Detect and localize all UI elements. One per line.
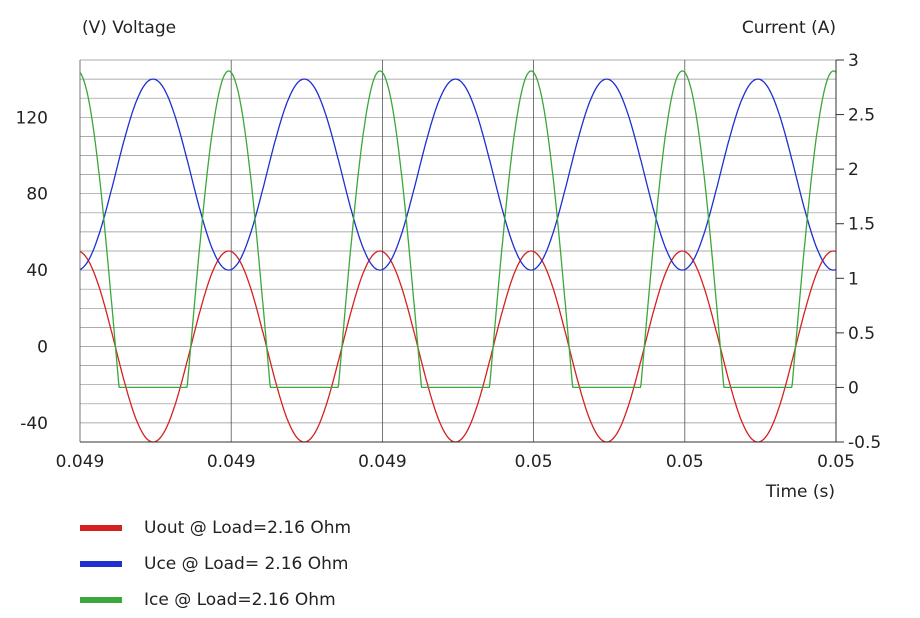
legend-swatch-uce: [80, 561, 122, 567]
y-left-tick-label: -40: [20, 414, 48, 434]
x-tick-label: 0.05: [666, 452, 704, 472]
y-left-tick-label: 120: [16, 108, 48, 128]
x-tick-label: 0.05: [515, 452, 553, 472]
x-tick-label: 0.049: [358, 452, 407, 472]
tick-labels: -40 0 40 80 120 -0.5 0 0.5 1 1.5 2 2.5 3 0.049 0.049 0.…: [16, 51, 882, 472]
series-line-2: [79, 70, 837, 389]
y-right-tick-label: -0.5: [848, 433, 881, 453]
x-tick-label: 0.05: [817, 452, 855, 472]
y-left-tick-label: 80: [26, 185, 48, 205]
y-left-tick-label: 40: [26, 261, 48, 281]
legend-label-uce: Uce @ Load= 2.16 Ohm: [144, 554, 349, 574]
y-right-tick-label: 2.5: [848, 106, 875, 126]
legend-item: Ice @ Load=2.16 Ohm: [80, 582, 351, 618]
y-left-tick-label: 0: [37, 338, 48, 358]
legend-label-ice: Ice @ Load=2.16 Ohm: [144, 590, 336, 610]
legend-item: Uout @ Load=2.16 Ohm: [80, 510, 351, 546]
legend-swatch-uout: [80, 525, 122, 531]
legend-swatch-ice: [80, 597, 122, 603]
y-right-tick-label: 0: [848, 378, 859, 398]
x-axis-label: Time (s): [765, 482, 835, 502]
y-right-tick-label: 1.5: [848, 215, 875, 235]
legend-item: Uce @ Load= 2.16 Ohm: [80, 546, 351, 582]
y-right-tick-label: 3: [848, 51, 859, 71]
y-right-tick-label: 1: [848, 269, 859, 289]
x-tick-label: 0.049: [207, 452, 256, 472]
legend-label-uout: Uout @ Load=2.16 Ohm: [144, 518, 352, 538]
y-right-tick-label: 0.5: [848, 324, 875, 344]
y-right-tick-label: 2: [848, 160, 859, 180]
series-line-1: [79, 78, 837, 271]
left-axis-label: (V) Voltage: [82, 18, 176, 38]
series-layer: [79, 70, 837, 443]
x-tick-label: 0.049: [56, 452, 105, 472]
grid: [79, 59, 837, 443]
axes: [80, 59, 844, 443]
legend: Uout @ Load=2.16 Ohm Uce @ Load= 2.16 Oh…: [80, 510, 351, 618]
right-axis-label: Current (A): [742, 18, 836, 38]
